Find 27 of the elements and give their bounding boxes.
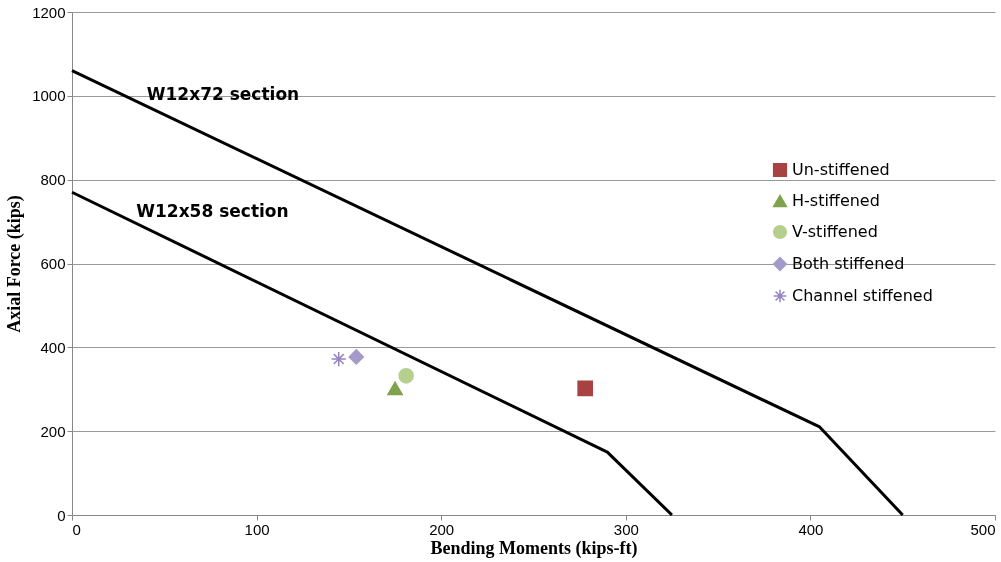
x-tick-label: 200 (429, 520, 455, 538)
point (577, 380, 594, 397)
point (387, 381, 403, 396)
y-tick-label: 1200 (32, 3, 66, 21)
point (348, 349, 365, 365)
x-tick-label: 0 (72, 520, 81, 538)
x-tick-label: 400 (798, 520, 824, 538)
y-tick-label: 400 (40, 338, 66, 356)
x-axis-title: Bending Moments (kips-ft) (430, 537, 638, 559)
legend-label: Channel stiffened (792, 286, 933, 305)
y-tick-label: 0 (57, 506, 66, 524)
y-tick-label: 1000 (32, 87, 66, 105)
legend-label: Both stiffened (792, 254, 905, 273)
y-tick-label: 600 (40, 255, 66, 272)
y-tick-label: 200 (40, 422, 66, 440)
y-tick-label: 800 (40, 171, 66, 189)
point (398, 368, 414, 384)
x-tick-label: 300 (613, 520, 639, 538)
point (330, 351, 347, 367)
series-label: W12x58 section (136, 201, 289, 222)
legend-label: H-stiffened (792, 191, 880, 210)
legend-label: V-stiffened (792, 222, 878, 241)
legend-label: Un-stiffened (792, 160, 890, 179)
series-label: W12x72 section (146, 84, 300, 105)
x-tick-label: 100 (244, 520, 270, 538)
y-axis-title: Axial Force (kips) (4, 195, 26, 333)
x-tick-label: 500 (970, 520, 996, 538)
